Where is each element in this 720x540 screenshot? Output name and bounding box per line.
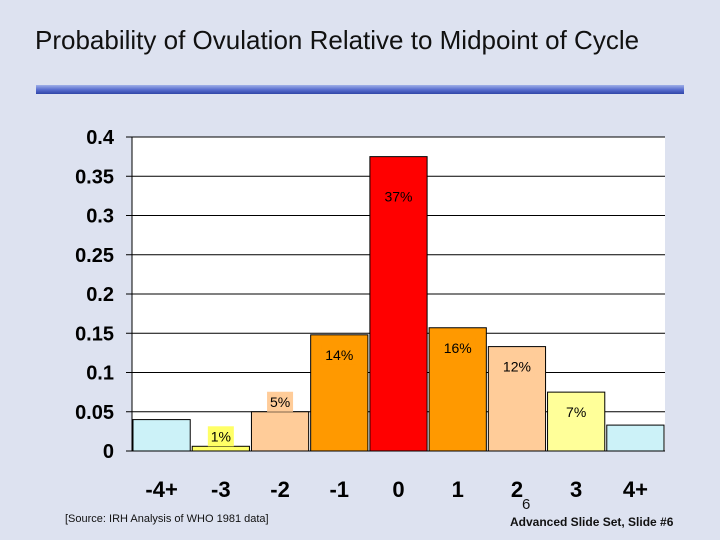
y-tick-label: 0.05 bbox=[75, 402, 114, 424]
y-tick-label: 0.1 bbox=[86, 363, 114, 385]
bar--2 bbox=[250, 411, 310, 452]
bar-label-bg bbox=[381, 186, 416, 207]
bar-label-bg bbox=[440, 337, 476, 358]
x-tick-label: -3 bbox=[211, 477, 231, 502]
bar-label: 14% bbox=[325, 347, 353, 363]
x-tick-label: 2 bbox=[511, 477, 523, 502]
y-tick-label: 0 bbox=[103, 441, 114, 463]
bar-label: 5% bbox=[270, 394, 290, 410]
y-tick-label: 0.2 bbox=[86, 284, 114, 306]
x-tick-label: 3 bbox=[570, 477, 582, 502]
bar-label-bg bbox=[563, 402, 590, 423]
y-axis-ticks: 0 0.05 0.1 0.15 0.2 0.25 0.3 0.35 0.4 bbox=[75, 127, 132, 463]
x-tick-label: -4+ bbox=[145, 477, 177, 502]
bar-4+ bbox=[606, 424, 665, 452]
slide-title: Probability of Ovulation Relative to Mid… bbox=[35, 25, 640, 55]
x-tick-label: 1 bbox=[452, 477, 464, 502]
page-number: 6 bbox=[522, 496, 531, 513]
y-tick-label: 0.4 bbox=[86, 127, 115, 149]
bar--4+ bbox=[132, 419, 191, 452]
x-tick-label: 0 bbox=[392, 477, 404, 502]
y-tick-label: 0.25 bbox=[75, 245, 114, 267]
x-tick-label: -1 bbox=[329, 477, 349, 502]
bar-label: 16% bbox=[444, 340, 472, 356]
bar-label: 12% bbox=[503, 359, 531, 375]
bars bbox=[132, 156, 665, 452]
slide-footer: Advanced Slide Set, Slide #6 bbox=[510, 515, 674, 529]
x-tick-label: 4+ bbox=[623, 477, 648, 502]
bar-label-bg bbox=[207, 426, 234, 447]
bar-label-bg bbox=[267, 391, 294, 412]
bar-label: 1% bbox=[211, 428, 231, 444]
title-underline bbox=[36, 85, 684, 94]
x-axis-ticks: -4+ -3 -2 -1 0 1 2 3 4+ bbox=[145, 477, 648, 502]
x-tick-label: -2 bbox=[270, 477, 290, 502]
bar-label-bg bbox=[321, 344, 357, 365]
bar--3 bbox=[191, 445, 250, 452]
bar-labels: 1% 5% 14% 37% 16% 12% 7% bbox=[207, 186, 590, 447]
bar-label: 37% bbox=[384, 189, 412, 205]
bar-label-bg bbox=[499, 356, 535, 377]
y-tick-label: 0.3 bbox=[86, 206, 114, 228]
y-tick-label: 0.35 bbox=[75, 166, 114, 188]
bar-label: 7% bbox=[566, 404, 586, 420]
y-tick-label: 0.15 bbox=[75, 323, 114, 345]
source-note: [Source: IRH Analysis of WHO 1981 data] bbox=[65, 513, 269, 525]
